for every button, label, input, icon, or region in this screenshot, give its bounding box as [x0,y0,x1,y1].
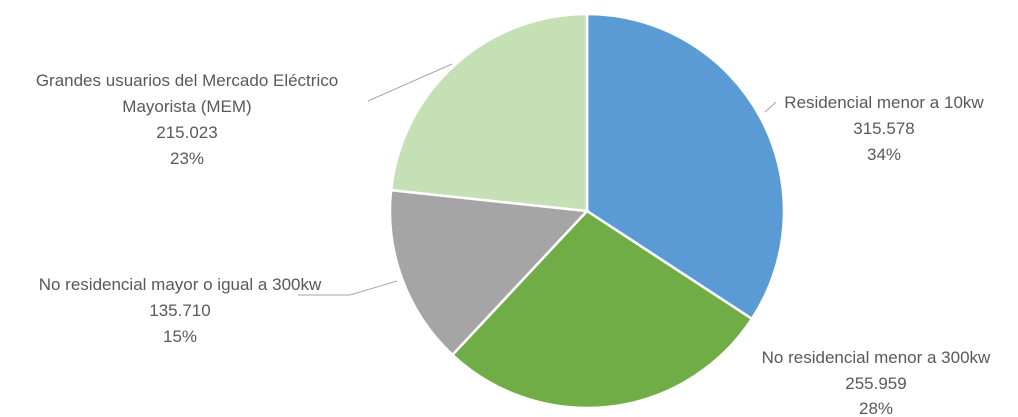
pie-slice-1 [450,209,754,410]
slice-label-residencial-menor-10kw: Residencial menor a 10kw 315.578 34% [764,93,984,164]
slice-label-grandes-usuarios-mem: Grandes usuarios del Mercado Eléctrico M… [36,63,453,168]
pie-slice-2 [388,188,590,357]
leader-line [764,101,777,113]
slice-label-value: 315.578 [853,119,914,138]
slice-label-name-line1: Grandes usuarios del Mercado Eléctrico [36,71,338,90]
slice-label-no-residencial-mayor-300kw: No residencial mayor o igual a 300kw 135… [39,275,398,346]
slice-label-no-residencial-menor-300kw: No residencial menor a 300kw 255.959 28% [762,348,991,417]
pie-slice-3 [389,12,589,213]
slice-label-percent: 23% [170,149,204,168]
slice-label-percent: 28% [859,399,893,417]
slice-label-name: No residencial menor a 300kw [762,348,991,367]
slice-label-name-line2: Mayorista (MEM) [122,97,251,116]
slice-label-value: 135.710 [149,301,210,320]
slice-label-name: No residencial mayor o igual a 300kw [39,275,322,294]
slice-label-value: 215.023 [156,123,217,142]
leader-line [367,63,453,102]
slice-label-value: 255.959 [845,374,906,393]
slice-label-percent: 15% [163,327,197,346]
slice-label-percent: 34% [867,145,901,164]
slice-label-name: Residencial menor a 10kw [784,93,984,112]
pie-slices [388,12,786,410]
leader-line [298,280,398,296]
